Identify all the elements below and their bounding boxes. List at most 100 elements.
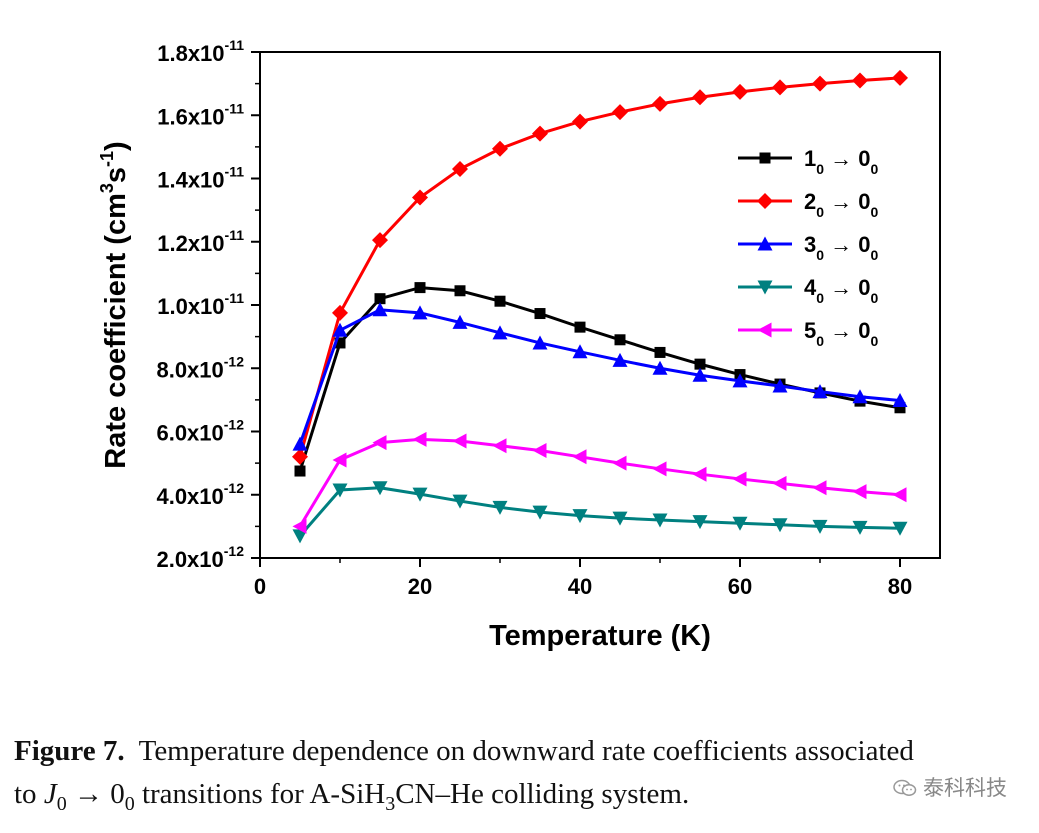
legend-marker	[757, 236, 773, 251]
legend-entry-4: 40 → 00	[738, 275, 879, 306]
data-point	[772, 518, 788, 533]
data-point	[374, 293, 386, 305]
legend-marker	[757, 193, 773, 209]
caption-text-to: to	[14, 778, 44, 810]
data-point	[574, 321, 586, 333]
data-point	[812, 519, 828, 534]
data-point	[532, 335, 548, 350]
data-point	[572, 344, 588, 359]
data-point	[294, 465, 306, 477]
series-line	[298, 308, 901, 445]
data-point	[892, 521, 908, 536]
series-line	[298, 286, 901, 472]
data-point	[532, 442, 547, 458]
legend-entry-5: 50 → 00	[738, 318, 879, 349]
legend-entry-1: 10 → 00	[738, 146, 879, 177]
caption-j: J	[43, 778, 57, 810]
legend-marker	[757, 322, 772, 338]
x-tick-label: 0	[254, 574, 266, 599]
data-point	[812, 480, 827, 496]
data-point	[454, 285, 466, 297]
y-tick-label: 1.0x10-11	[157, 290, 244, 319]
data-point	[492, 325, 508, 340]
data-point	[532, 505, 548, 520]
data-point	[852, 484, 867, 500]
series-layer	[292, 69, 908, 544]
data-point	[694, 358, 706, 370]
data-point	[292, 448, 308, 465]
y-tick-label: 1.8x10-11	[157, 37, 244, 66]
chart: 0 20 40 60 80 2.0x10-12 4.0x10-12 6.0x10-12 8.0x…	[97, 37, 941, 652]
data-point	[612, 104, 628, 121]
caption-text-1: Temperature dependence on downward rate …	[138, 735, 914, 767]
caption-line-1: Figure 7. Temperature dependence on downw…	[14, 730, 1029, 773]
data-point	[452, 494, 468, 509]
legend: 10 → 00 20 → 00 30 → 00 40 → 00 50 → 00	[738, 146, 879, 349]
data-point	[332, 483, 348, 498]
watermark: 泰科科技	[893, 772, 1007, 802]
x-axis-label: Temperature (K)	[489, 620, 711, 652]
data-point	[652, 95, 668, 112]
caption-arrow: →	[73, 778, 103, 810]
data-point	[372, 481, 388, 496]
y-tick-label: 4.0x10-12	[156, 480, 244, 509]
caption-h-sub: 3	[385, 792, 396, 815]
data-point	[372, 232, 388, 249]
caption-zero: 0	[110, 778, 125, 810]
series-5	[292, 431, 907, 534]
data-point	[612, 352, 628, 367]
y-tick-label: 8.0x10-12	[156, 353, 244, 382]
data-point	[572, 449, 587, 465]
axes: 0 20 40 60 80 2.0x10-12 4.0x10-12 6.0x10-12 8.0x…	[156, 37, 941, 599]
data-point	[892, 393, 908, 408]
watermark-text: 泰科科技	[923, 776, 1007, 800]
data-point	[412, 431, 427, 447]
data-point	[332, 452, 347, 468]
data-point	[412, 487, 428, 502]
data-point	[852, 72, 868, 89]
legend-marker	[759, 152, 771, 164]
data-point	[652, 513, 668, 528]
data-point	[732, 471, 747, 487]
data-point	[652, 461, 667, 477]
data-point	[812, 384, 828, 399]
data-point	[334, 337, 346, 349]
data-point	[332, 304, 348, 321]
data-point	[494, 295, 506, 307]
caption-text-mid: transitions for A-SiH	[134, 778, 386, 810]
data-point	[532, 125, 548, 142]
plot-frame	[259, 51, 941, 559]
data-point	[612, 455, 627, 471]
data-point	[732, 373, 748, 388]
data-point	[852, 520, 868, 535]
data-point	[412, 189, 428, 206]
data-point	[732, 516, 748, 531]
legend-label: 30 → 00	[804, 232, 879, 263]
caption-text-end: CN–He colliding system.	[395, 778, 690, 810]
caption-j-sub: 0	[56, 792, 67, 815]
y-tick-label: 2.0x10-12	[156, 543, 244, 572]
x-tick-label: 80	[888, 574, 912, 599]
caption-zero-sub: 0	[124, 792, 135, 815]
x-tick-label: 60	[728, 574, 752, 599]
series-line	[298, 76, 901, 458]
y-tick-label: 1.2x10-11	[157, 227, 244, 256]
data-point	[452, 161, 468, 178]
legend-label: 10 → 00	[804, 146, 879, 177]
data-point	[812, 75, 828, 92]
legend-entry-2: 20 → 00	[738, 189, 879, 220]
data-point	[372, 302, 388, 317]
legend-label: 50 → 00	[804, 318, 879, 349]
legend-label: 20 → 00	[804, 189, 879, 220]
data-point	[572, 113, 588, 130]
series-line	[298, 486, 901, 537]
data-point	[612, 511, 628, 526]
y-tick-label: 1.6x10-11	[157, 100, 244, 129]
y-axis-label: Rate coefficient (cm3s-1)	[97, 141, 132, 468]
data-point	[372, 435, 387, 451]
data-point	[772, 475, 787, 491]
data-point	[414, 282, 426, 294]
data-point	[692, 89, 708, 106]
data-point	[534, 308, 546, 320]
data-point	[732, 83, 748, 100]
